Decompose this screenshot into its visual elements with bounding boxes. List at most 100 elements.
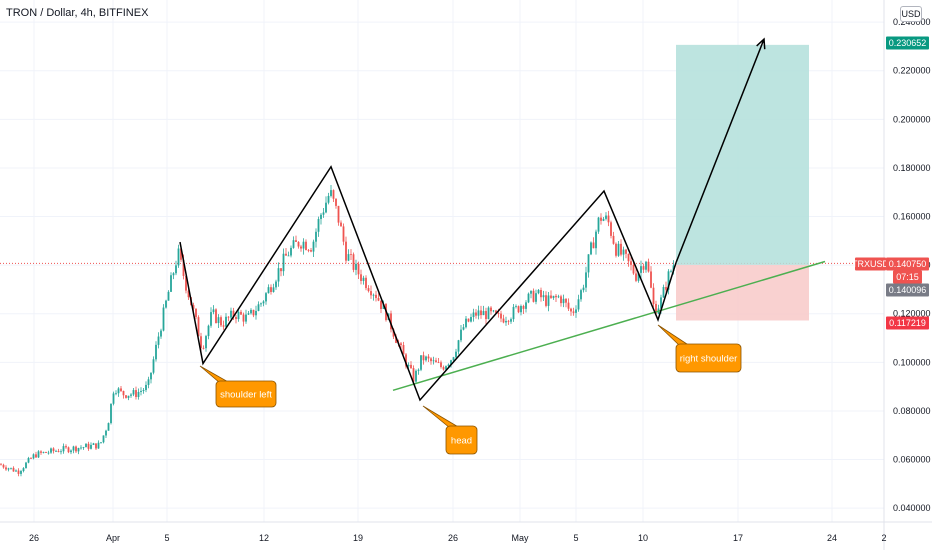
- candle: [612, 231, 615, 245]
- candle-body: [15, 470, 17, 472]
- candle-body: [2, 464, 5, 468]
- candle: [650, 266, 652, 289]
- countdown-tag[interactable]: 07:15: [893, 270, 922, 284]
- time-axis[interactable]: 26 Apr 5 12 19 26 May 5 10 17 24 2: [0, 521, 932, 543]
- candle-body: [122, 390, 125, 396]
- candle: [410, 361, 412, 370]
- shoulder-left-label[interactable]: shoulder left: [199, 365, 277, 408]
- candle-body: [625, 249, 627, 254]
- callout-text: head: [451, 436, 472, 447]
- callout-text: shoulder left: [220, 390, 272, 401]
- candle: [150, 372, 152, 384]
- candle-body: [35, 454, 37, 458]
- candle-body: [465, 318, 467, 328]
- candle-body: [62, 446, 65, 452]
- candle-body: [432, 360, 435, 362]
- candle: [245, 309, 247, 324]
- stop-price-tag[interactable]: 0.117219: [886, 316, 929, 330]
- candle-body: [505, 320, 507, 323]
- time-tick-label: 5: [164, 533, 169, 543]
- price-tag-bg: [886, 257, 929, 271]
- candle: [320, 212, 322, 225]
- candle: [345, 236, 347, 264]
- candle-body: [640, 266, 642, 273]
- candle: [530, 290, 532, 299]
- symbol-tag[interactable]: TRXUSD: [852, 257, 890, 271]
- candle-body: [225, 316, 227, 327]
- candle: [480, 305, 482, 319]
- price-tick-label: 0.240000: [893, 17, 931, 27]
- candle-body: [650, 271, 652, 288]
- candle-body: [605, 215, 607, 219]
- candle: [62, 443, 65, 454]
- candle: [520, 304, 522, 316]
- candle: [325, 196, 327, 214]
- candle-body: [670, 270, 672, 272]
- candle-body: [67, 447, 70, 453]
- candle-body: [525, 302, 527, 309]
- candle-body: [645, 261, 647, 270]
- candle: [367, 285, 370, 293]
- candle: [25, 461, 27, 469]
- candle: [132, 388, 135, 397]
- candle: [647, 258, 650, 273]
- candle-body: [607, 215, 610, 223]
- entry-price-tag[interactable]: 0.140096: [886, 283, 929, 297]
- candle-body: [232, 310, 235, 318]
- current-price-tag[interactable]: 0.140750: [886, 257, 929, 271]
- stop-zone[interactable]: [676, 264, 809, 321]
- candle-body: [610, 222, 612, 236]
- candle-body: [177, 248, 180, 266]
- candle: [50, 447, 52, 454]
- pattern-zigzag[interactable]: [179, 165, 677, 402]
- candle: [327, 192, 330, 205]
- candle-body: [347, 254, 350, 261]
- candle-body: [652, 287, 655, 304]
- candle: [565, 298, 567, 308]
- candle: [120, 385, 122, 392]
- candle: [317, 216, 320, 237]
- pattern-drawings[interactable]: shoulder left head right shoulder: [179, 37, 826, 455]
- target-price-tag[interactable]: 0.230652: [886, 36, 929, 50]
- target-zone[interactable]: [676, 44, 809, 265]
- candle-body: [490, 307, 492, 312]
- time-tick-label: Apr: [106, 533, 120, 543]
- candle: [157, 332, 160, 349]
- callout-box: [675, 343, 742, 373]
- candle: [552, 295, 555, 300]
- neckline-trendline[interactable]: [392, 260, 826, 392]
- candle: [567, 298, 570, 311]
- candle: [172, 272, 175, 280]
- candle: [487, 306, 490, 320]
- position-zones: [676, 44, 809, 321]
- candle: [67, 446, 70, 454]
- right-shoulder-label[interactable]: right shoulder: [657, 324, 742, 373]
- candle-body: [47, 452, 50, 454]
- candle-body: [662, 286, 665, 298]
- candle-body: [5, 467, 7, 470]
- candle: [225, 313, 227, 329]
- candle: [307, 249, 310, 253]
- candle: [230, 307, 232, 320]
- candle-body: [590, 242, 592, 255]
- currency-button[interactable]: USD: [900, 6, 922, 22]
- candle: [145, 381, 147, 393]
- candle-body: [160, 330, 162, 337]
- price-tick-label: 0.200000: [893, 114, 931, 124]
- candle-body: [297, 241, 300, 247]
- time-tick-label: 12: [259, 533, 269, 543]
- candle: [32, 453, 35, 460]
- candle: [377, 293, 380, 302]
- candle: [30, 457, 32, 459]
- candle-body: [287, 255, 290, 257]
- time-tick-label: 10: [638, 533, 648, 543]
- price-axis[interactable]: 0.040000 0.060000 0.080000 0.100000 0.120000…: [852, 0, 931, 550]
- candle: [185, 275, 187, 294]
- candle: [595, 229, 597, 255]
- candle: [485, 307, 487, 325]
- candle-body: [455, 351, 457, 358]
- projection-arrow-line[interactable]: [675, 38, 765, 263]
- head-label[interactable]: head: [422, 405, 478, 455]
